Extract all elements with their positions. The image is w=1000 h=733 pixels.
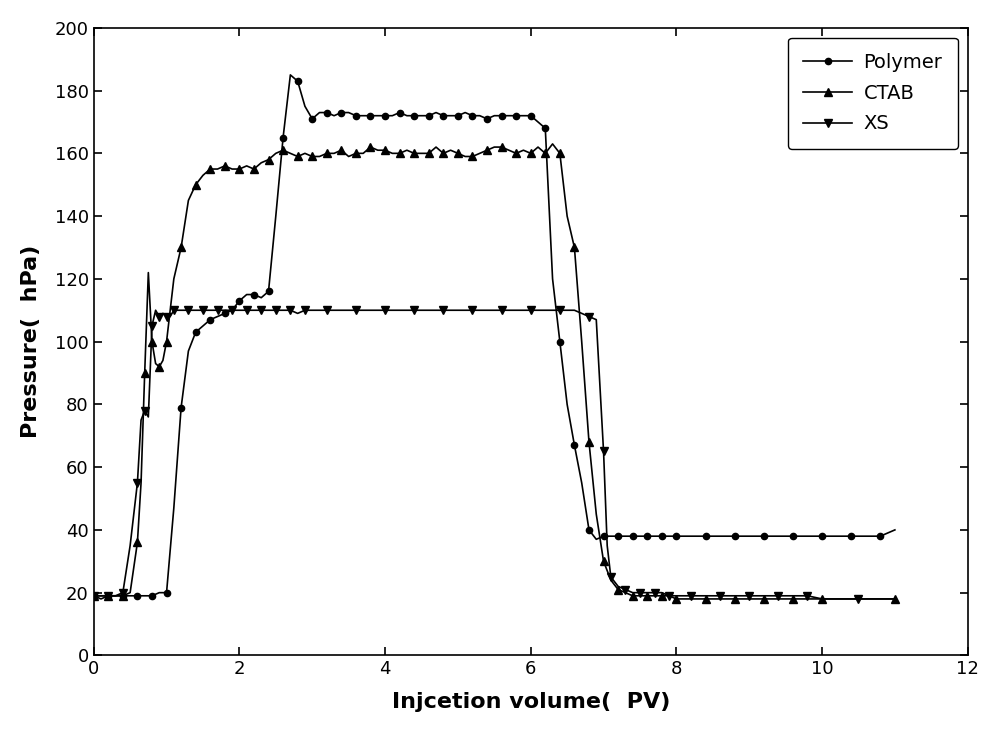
Polymer	[182, 347, 194, 356]
CTAB	[408, 149, 420, 158]
X-axis label: Injcetion volume(  PV): Injcetion volume( PV)	[392, 692, 670, 712]
Polymer	[445, 111, 457, 120]
XS	[95, 594, 107, 603]
XS	[88, 592, 100, 600]
Line: XS: XS	[90, 306, 899, 603]
CTAB	[889, 594, 901, 603]
CTAB	[547, 139, 559, 148]
Polymer	[292, 77, 304, 86]
CTAB	[110, 592, 122, 600]
XS	[335, 306, 347, 314]
Polymer	[284, 70, 296, 79]
CTAB	[459, 152, 471, 161]
Polymer	[88, 592, 100, 600]
Polymer	[787, 531, 799, 540]
Line: CTAB: CTAB	[90, 140, 899, 603]
XS	[150, 306, 162, 314]
CTAB	[605, 575, 617, 584]
CTAB	[670, 594, 682, 603]
XS	[598, 447, 610, 456]
XS	[525, 306, 537, 314]
XS	[889, 594, 901, 603]
Line: Polymer: Polymer	[91, 72, 898, 599]
XS	[510, 306, 522, 314]
Polymer	[889, 526, 901, 534]
XS	[743, 592, 755, 600]
Y-axis label: Pressure(  hPa): Pressure( hPa)	[21, 245, 41, 438]
CTAB	[88, 592, 100, 600]
Polymer	[394, 108, 406, 117]
Polymer	[466, 111, 478, 120]
CTAB	[241, 161, 253, 170]
Legend: Polymer, CTAB, XS: Polymer, CTAB, XS	[788, 37, 958, 149]
CTAB	[135, 479, 147, 487]
XS	[568, 306, 580, 314]
